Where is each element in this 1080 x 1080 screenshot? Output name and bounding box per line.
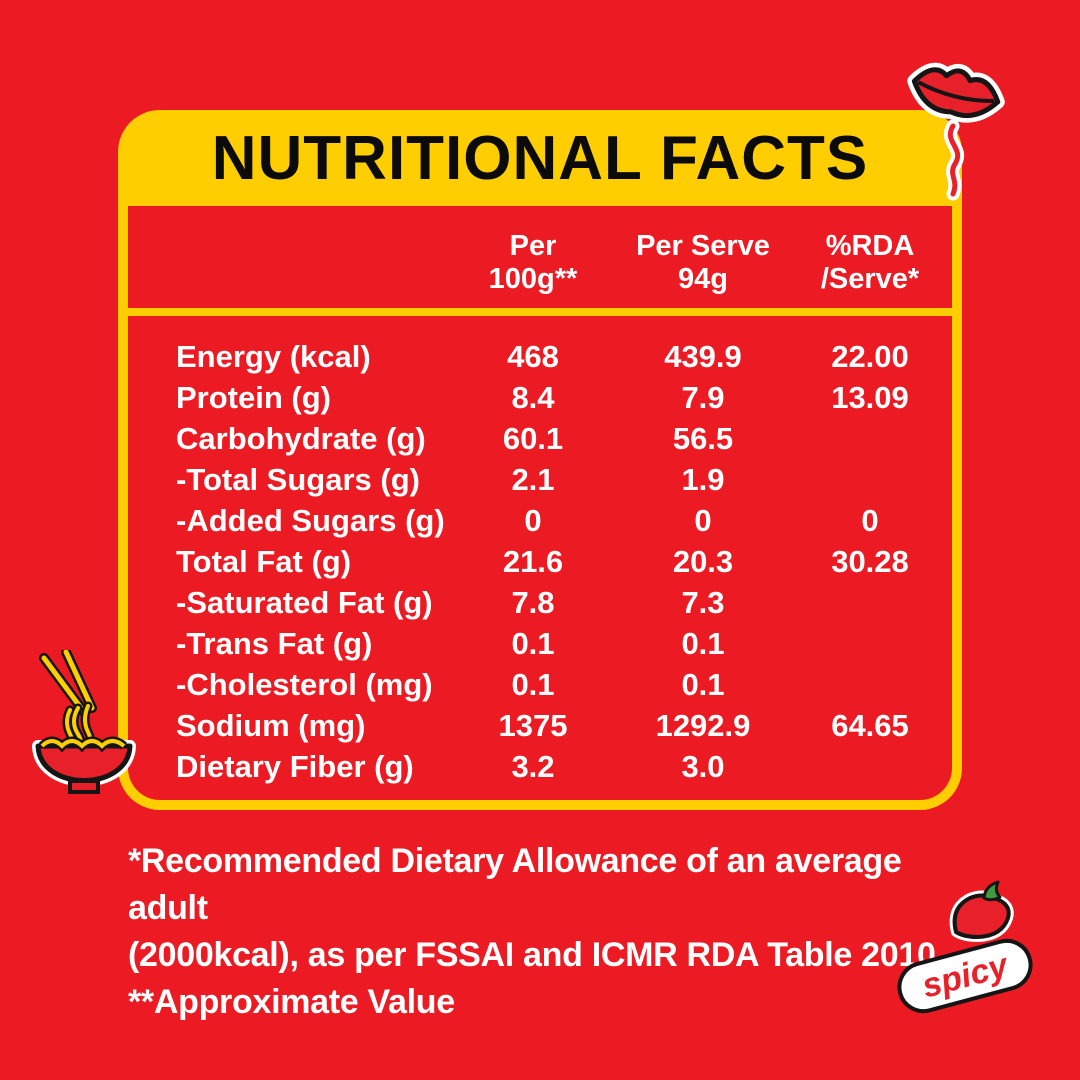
per-100g-value: 0.1 bbox=[511, 666, 555, 702]
card-title-band: NUTRITIONAL FACTS bbox=[128, 110, 952, 206]
table-column-headers: Per 100g** Per Serve 94g %RDA /Serve* bbox=[128, 206, 952, 296]
per-100g-value: 21.6 bbox=[502, 543, 564, 579]
table-row: Total Fat (g) 21.6 20.3 30.28 bbox=[128, 541, 952, 582]
footnotes: *Recommended Dietary Allowance of an ave… bbox=[128, 838, 978, 1026]
rda-value: 30.28 bbox=[831, 543, 909, 579]
rda-value: 22.00 bbox=[831, 338, 909, 374]
nutrition-table: Per 100g** Per Serve 94g %RDA /Serve* En… bbox=[128, 206, 952, 800]
row-label: Protein (g) bbox=[176, 379, 331, 415]
per-serve-value: 1292.9 bbox=[655, 707, 751, 743]
per-100g-value: 8.4 bbox=[511, 379, 555, 415]
per-serve-value: 0 bbox=[694, 502, 712, 538]
per-serve-value: 3.0 bbox=[681, 748, 725, 784]
per-serve-value: 7.3 bbox=[681, 584, 725, 620]
per-100g-value: 7.8 bbox=[511, 584, 555, 620]
per-serve-value: 439.9 bbox=[664, 338, 742, 374]
per-100g-value: 3.2 bbox=[511, 748, 555, 784]
rda-value: 0 bbox=[861, 502, 879, 538]
row-label: -Added Sugars (g) bbox=[176, 502, 445, 538]
spicy-sticker: spicy bbox=[897, 880, 1033, 1014]
per-100g-value: 468 bbox=[507, 338, 559, 374]
rda-value: 64.65 bbox=[831, 707, 909, 743]
table-row: Protein (g) 8.4 7.9 13.09 bbox=[128, 377, 952, 418]
per-serve-value: 0.1 bbox=[681, 625, 725, 661]
per-100g-value: 0.1 bbox=[511, 625, 555, 661]
footnote-rda-2: (2000kcal), as per FSSAI and ICMR RDA Ta… bbox=[128, 936, 945, 974]
nutrition-facts-card: NUTRITIONAL FACTS Per 100g** Per Serve 9… bbox=[118, 110, 962, 810]
row-label: Total Fat (g) bbox=[176, 543, 352, 579]
column-header-per-serve: Per Serve 94g bbox=[636, 230, 770, 295]
row-label: -Saturated Fat (g) bbox=[176, 584, 433, 620]
per-100g-value: 60.1 bbox=[502, 420, 564, 456]
page-title: NUTRITIONAL FACTS bbox=[211, 123, 869, 193]
table-row: Carbohydrate (g) 60.1 56.5 bbox=[128, 418, 952, 459]
header-separator-line bbox=[128, 308, 952, 316]
table-row: Dietary Fiber (g) 3.2 3.0 bbox=[128, 746, 952, 787]
footnote-approximate: **Approximate Value bbox=[128, 983, 455, 1021]
table-row: -Trans Fat (g) 0.1 0.1 bbox=[128, 623, 952, 664]
table-row: Sodium (mg) 1375 1292.9 64.65 bbox=[128, 705, 952, 746]
row-label: Dietary Fiber (g) bbox=[176, 748, 414, 784]
per-serve-value: 1.9 bbox=[681, 461, 725, 497]
table-row: Energy (kcal) 468 439.9 22.00 bbox=[128, 336, 952, 377]
chili-icon bbox=[949, 880, 1014, 942]
table-row: -Saturated Fat (g) 7.8 7.3 bbox=[128, 582, 952, 623]
column-header-per-100g: Per 100g** bbox=[488, 230, 578, 295]
column-header-rda-per-serve: %RDA /Serve* bbox=[820, 230, 920, 295]
row-label: Carbohydrate (g) bbox=[176, 420, 426, 456]
rda-value: 13.09 bbox=[831, 379, 909, 415]
footnote-rda: *Recommended Dietary Allowance of an ave… bbox=[128, 842, 902, 927]
per-serve-value: 0.1 bbox=[681, 666, 725, 702]
row-label: -Cholesterol (mg) bbox=[176, 666, 433, 702]
per-serve-value: 7.9 bbox=[681, 379, 725, 415]
table-row: -Cholesterol (mg) 0.1 0.1 bbox=[128, 664, 952, 705]
column-header-spacer bbox=[128, 230, 448, 296]
row-label: Energy (kcal) bbox=[176, 338, 371, 374]
table-rows: Energy (kcal) 468 439.9 22.00 Protein (g… bbox=[128, 316, 952, 787]
table-row: -Total Sugars (g) 2.1 1.9 bbox=[128, 459, 952, 500]
per-100g-value: 2.1 bbox=[511, 461, 555, 497]
per-100g-value: 1375 bbox=[498, 707, 568, 743]
noodle-bowl-icon bbox=[32, 650, 136, 794]
table-row: -Added Sugars (g) 0 0 0 bbox=[128, 500, 952, 541]
lips-sticker-icon bbox=[907, 62, 1005, 201]
row-label: -Total Sugars (g) bbox=[176, 461, 420, 497]
row-label: -Trans Fat (g) bbox=[176, 625, 373, 661]
per-serve-value: 56.5 bbox=[672, 420, 734, 456]
row-label: Sodium (mg) bbox=[176, 707, 366, 743]
per-serve-value: 20.3 bbox=[672, 543, 734, 579]
per-100g-value: 0 bbox=[524, 502, 542, 538]
